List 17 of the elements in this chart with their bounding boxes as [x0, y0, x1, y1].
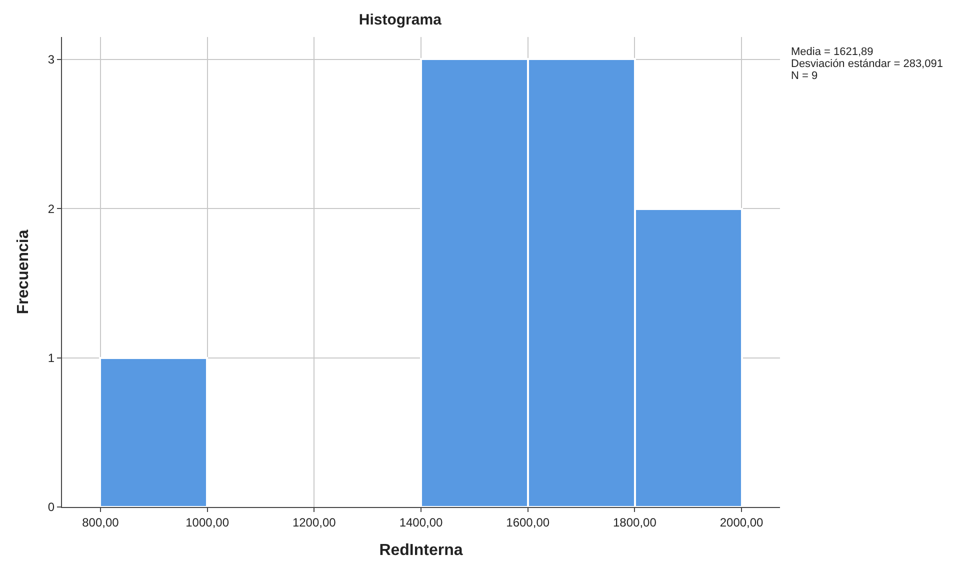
text: Desviación estándar = 283,091 — [791, 58, 943, 70]
y-tick-label: 1 — [48, 350, 55, 365]
y-tick-label: 2 — [48, 202, 55, 216]
y-tick-label: 0 — [48, 500, 55, 514]
x-tick-label: 1400,00 — [399, 515, 444, 530]
x-tick-label: 1600,00 — [506, 515, 550, 530]
x-tick-label: 1200,00 — [292, 515, 336, 530]
x-tick-label: 800,00 — [82, 515, 120, 530]
text: N = 9 — [791, 70, 818, 82]
x-tick-label: 1800,00 — [612, 515, 657, 530]
y-axis-title: Frecuencia — [14, 230, 32, 314]
x-axis-title: RedInterna — [379, 542, 463, 560]
y-tick-label: 3 — [48, 52, 55, 67]
chart-title: Histograma — [358, 12, 442, 29]
text: Media = 1621,89 — [791, 46, 874, 58]
x-tick-label: 2000,00 — [720, 515, 764, 530]
x-tick-label: 1000,00 — [186, 515, 230, 530]
